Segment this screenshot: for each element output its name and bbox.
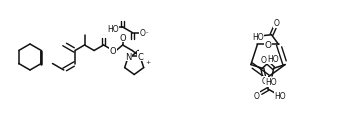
Text: HO: HO [267,55,279,64]
Text: O: O [262,77,268,86]
Text: O: O [261,56,267,65]
Text: O: O [264,41,272,49]
Text: O: O [110,47,117,56]
Text: O: O [274,19,280,28]
Text: O: O [254,91,260,100]
Text: N: N [125,52,131,61]
Text: HO: HO [274,92,286,101]
Text: HO: HO [252,32,263,41]
Text: O: O [119,34,126,43]
Text: +: + [145,60,150,65]
Text: HO: HO [265,78,276,87]
Text: C: C [137,52,143,61]
Text: HO: HO [107,25,118,34]
Text: O⁻: O⁻ [139,29,149,38]
